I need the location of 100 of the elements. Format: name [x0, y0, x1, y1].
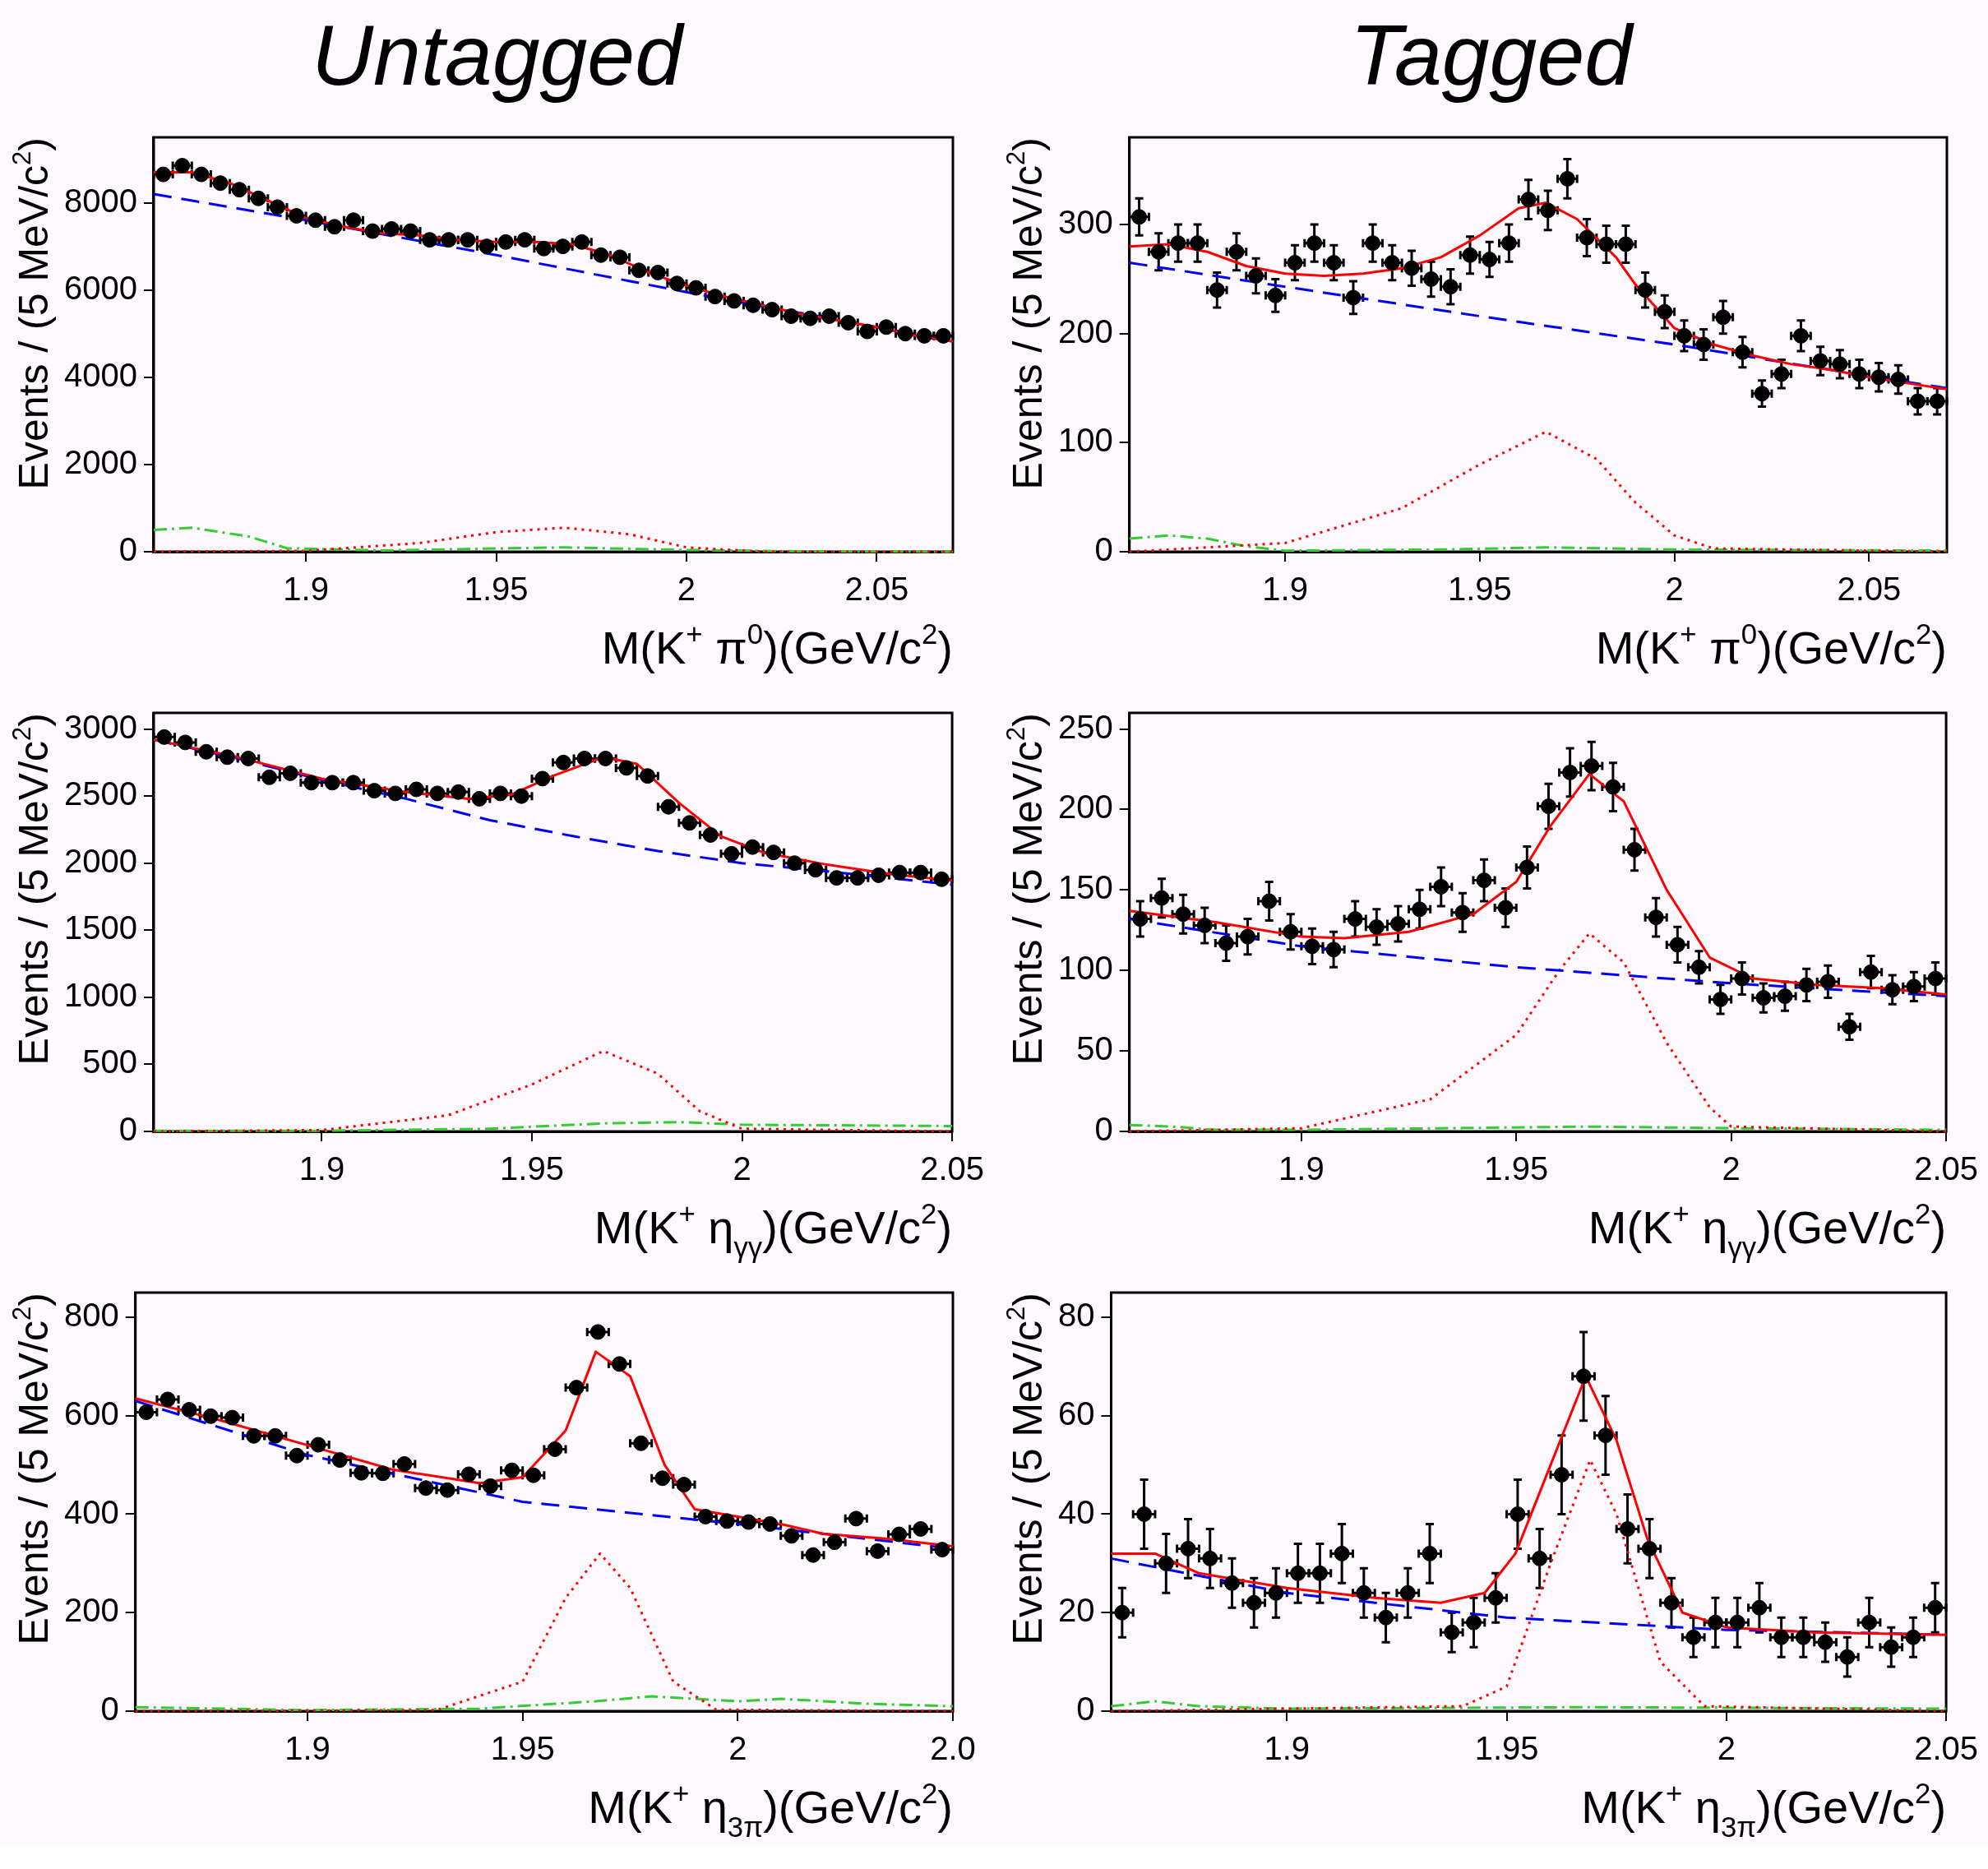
y-axis-title: Events / (5 MeV/c2): [1001, 712, 1051, 1066]
x-tick-label: 2.05: [1914, 1730, 1978, 1767]
point: [1626, 841, 1643, 858]
point: [1795, 1629, 1811, 1645]
point: [1817, 1634, 1833, 1650]
x-tick-label: 2: [728, 1730, 747, 1767]
point: [267, 1427, 284, 1444]
point: [231, 182, 247, 198]
point: [1248, 267, 1264, 284]
x-tick-label: 2: [733, 1150, 751, 1187]
point: [593, 247, 609, 263]
point: [765, 844, 782, 861]
point: [212, 175, 229, 192]
point: [1334, 1545, 1350, 1561]
point: [783, 308, 799, 325]
point: [1170, 235, 1186, 252]
point: [534, 770, 551, 787]
y-tick-label: 600: [63, 1395, 119, 1432]
point: [1476, 872, 1492, 889]
point: [574, 234, 590, 250]
point: [878, 319, 895, 335]
point: [261, 769, 278, 785]
point: [366, 783, 382, 799]
point: [1909, 393, 1926, 409]
point: [849, 870, 866, 886]
point: [460, 232, 476, 248]
point: [1509, 1506, 1526, 1522]
y-tick-label: 0: [118, 1111, 137, 1148]
point: [396, 1455, 413, 1472]
point: [402, 223, 418, 239]
point: [891, 1526, 908, 1543]
y-tick-label: 40: [1057, 1493, 1095, 1530]
point: [1927, 970, 1944, 987]
point: [1325, 255, 1342, 271]
point: [1906, 978, 1922, 995]
point: [429, 785, 446, 802]
point: [1553, 1467, 1570, 1483]
point: [269, 199, 285, 215]
point: [597, 750, 613, 766]
x-tick-label: 2.05: [1837, 571, 1902, 608]
x-tick-label: 2: [1665, 571, 1684, 608]
y-tick-label: 0: [100, 1691, 119, 1728]
point: [479, 238, 495, 255]
point: [422, 232, 438, 248]
point: [1154, 890, 1170, 906]
y-axis-title: Events / (5 MeV/c2): [7, 136, 57, 490]
point: [859, 323, 876, 340]
point: [1433, 878, 1449, 895]
point: [1579, 229, 1595, 246]
line-series: [1128, 918, 1948, 998]
point: [1929, 393, 1945, 409]
point: [1175, 906, 1191, 923]
point: [1839, 1649, 1856, 1665]
point: [589, 1324, 606, 1340]
point: [1345, 289, 1362, 306]
point: [1751, 1599, 1768, 1616]
point: [224, 1409, 240, 1426]
point: [1209, 282, 1225, 298]
x-tick-label: 2: [1717, 1730, 1736, 1767]
point: [802, 310, 818, 326]
point: [1773, 1629, 1790, 1645]
y-tick-label: 0: [1094, 1111, 1113, 1148]
point: [1389, 915, 1406, 932]
x-tick-label: 1.95: [464, 571, 529, 608]
point: [745, 297, 761, 313]
point: [1190, 235, 1206, 252]
point: [282, 765, 298, 781]
point: [471, 790, 488, 807]
point: [310, 1436, 326, 1453]
point: [611, 1356, 627, 1372]
x-tick-label: 1.95: [500, 1150, 564, 1187]
point: [1884, 982, 1901, 998]
point: [1136, 1506, 1153, 1522]
point: [353, 1464, 369, 1481]
y-tick-label: 6000: [64, 269, 137, 306]
point: [1287, 255, 1303, 271]
point: [1598, 236, 1615, 252]
point: [1487, 1589, 1504, 1606]
x-tick-label: 2.05: [920, 1150, 984, 1187]
point: [840, 314, 857, 331]
point: [568, 1380, 585, 1396]
y-tick-label: 200: [1057, 789, 1113, 826]
y-tick-label: 200: [63, 1592, 119, 1629]
y-tick-label: 300: [1057, 204, 1113, 241]
point: [1792, 327, 1809, 344]
x-tick-label: 1.9: [1264, 1730, 1311, 1767]
point: [324, 775, 340, 791]
point: [805, 1547, 821, 1563]
point: [1520, 192, 1537, 208]
y-tick-label: 2000: [64, 443, 137, 480]
point: [676, 1477, 692, 1493]
point: [250, 190, 266, 206]
point: [492, 785, 509, 802]
x-tick-label: 1.95: [1484, 1150, 1549, 1187]
point: [1218, 935, 1234, 951]
point: [1583, 758, 1600, 775]
point: [1500, 235, 1517, 252]
point: [640, 768, 656, 784]
y-tick-label: 2500: [64, 775, 137, 812]
point: [193, 166, 210, 183]
